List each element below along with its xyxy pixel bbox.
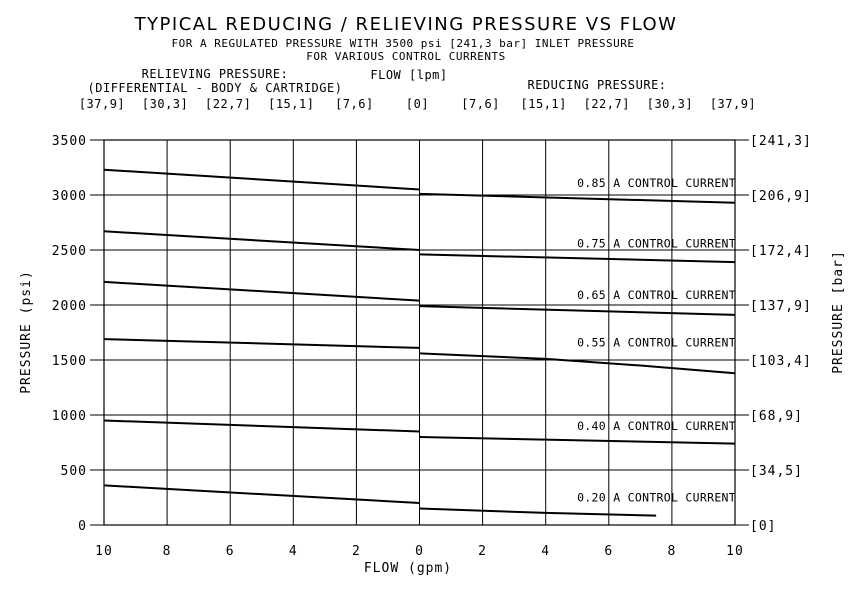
bar-tick-label: [137,9] <box>750 299 812 314</box>
y-axis-right-label: PRESSURE [bar] <box>831 250 846 374</box>
relieving-pressure-sublabel: (DIFFERENTIAL - BODY & CARTRIDGE) <box>88 81 343 95</box>
gpm-tick-label: 2 <box>478 544 487 559</box>
bar-tick-label: [34,5] <box>750 464 803 479</box>
bar-tick-label: [206,9] <box>750 189 812 204</box>
chart-subtitle-1: FOR A REGULATED PRESSURE WITH 3500 psi [… <box>172 37 635 50</box>
lpm-tick-label: [15,1] <box>521 97 567 111</box>
relieving-line-5 <box>103 484 420 504</box>
series-label: 0.85 A CONTROL CURRENT <box>577 176 736 190</box>
series-label: 0.75 A CONTROL CURRENT <box>577 236 736 250</box>
psi-tick-label: 3500 <box>52 134 87 149</box>
chart-grid <box>90 139 749 526</box>
relieving-line-3 <box>103 338 420 349</box>
flow-lpm-label: FLOW [lpm] <box>370 68 447 82</box>
gpm-tick-label: 8 <box>667 544 676 559</box>
lpm-tick-labels: [37,9] [30,3] [22,7] [15,1] [7,6] [0] [7,6] [15… <box>79 97 756 111</box>
gpm-tick-label: 4 <box>541 544 550 559</box>
gpm-tick-label: 0 <box>415 544 424 559</box>
psi-tick-label: 1000 <box>52 409 87 424</box>
psi-tick-label: 500 <box>61 464 87 479</box>
reducing-line-5 <box>419 507 657 517</box>
reducing-line-4 <box>419 436 736 445</box>
bar-tick-label: [241,3] <box>750 134 812 149</box>
relieving-line-1 <box>103 230 420 251</box>
current-series: 0.85 A CONTROL CURRENT 0.75 A CONTROL CUR… <box>103 168 736 517</box>
relieving-line-4 <box>103 419 420 433</box>
psi-tick-label: 2500 <box>52 244 87 259</box>
psi-tick-label: 1500 <box>52 354 87 369</box>
lpm-tick-label: [30,3] <box>647 97 693 111</box>
reducing-line-1 <box>419 253 736 264</box>
series-label: 0.40 A CONTROL CURRENT <box>577 419 736 433</box>
lpm-tick-label: [37,9] <box>79 97 125 111</box>
reducing-pressure-label: REDUCING PRESSURE: <box>527 78 666 92</box>
gpm-tick-label: 4 <box>289 544 298 559</box>
psi-tick-label: 0 <box>78 519 87 534</box>
lpm-tick-label: [37,9] <box>710 97 756 111</box>
gpm-tick-labels: 10 8 6 4 2 0 2 4 6 8 10 <box>95 544 744 559</box>
gpm-tick-label: 6 <box>604 544 613 559</box>
gpm-tick-label: 10 <box>726 544 744 559</box>
gpm-tick-label: 8 <box>163 544 172 559</box>
bar-tick-label: [103,4] <box>750 354 812 369</box>
series-label: 0.65 A CONTROL CURRENT <box>577 288 736 302</box>
chart-subtitle-2: FOR VARIOUS CONTROL CURRENTS <box>306 50 505 63</box>
relieving-line-2 <box>103 280 420 302</box>
reducing-line-3 <box>419 352 736 375</box>
plot-frame <box>103 139 736 526</box>
series-label: 0.55 A CONTROL CURRENT <box>577 335 736 349</box>
gpm-tick-label: 6 <box>226 544 235 559</box>
relieving-pressure-label: RELIEVING PRESSURE: <box>142 67 289 81</box>
psi-tick-label: 2000 <box>52 299 87 314</box>
lpm-tick-label: [30,3] <box>142 97 188 111</box>
bar-tick-label: [0] <box>750 519 776 534</box>
lpm-tick-label: [7,6] <box>461 97 500 111</box>
bar-tick-label: [172,4] <box>750 244 812 259</box>
chart-title: TYPICAL REDUCING / RELIEVING PRESSURE VS… <box>134 14 678 35</box>
gpm-tick-label: 10 <box>95 544 113 559</box>
series-label: 0.20 A CONTROL CURRENT <box>577 491 736 505</box>
bar-tick-labels: [0] [34,5] [68,9] [103,4] [137,9] [172,4] [206… <box>750 134 812 534</box>
reducing-line-2 <box>419 305 736 316</box>
lpm-tick-label: [22,7] <box>584 97 630 111</box>
lpm-tick-label: [22,7] <box>205 97 251 111</box>
y-axis-label: PRESSURE (psi) <box>19 270 34 394</box>
lpm-tick-label: [0] <box>406 97 429 111</box>
lpm-tick-label: [15,1] <box>268 97 314 111</box>
reducing-line-0 <box>419 192 736 204</box>
lpm-tick-label: [7,6] <box>335 97 374 111</box>
relieving-line-0 <box>103 168 420 191</box>
psi-tick-label: 3000 <box>52 189 87 204</box>
psi-tick-labels: 0 500 1000 1500 2000 2500 3000 3500 <box>52 134 87 534</box>
x-axis-label: FLOW (gpm) <box>364 561 452 576</box>
bar-tick-label: [68,9] <box>750 409 803 424</box>
gpm-tick-label: 2 <box>352 544 361 559</box>
